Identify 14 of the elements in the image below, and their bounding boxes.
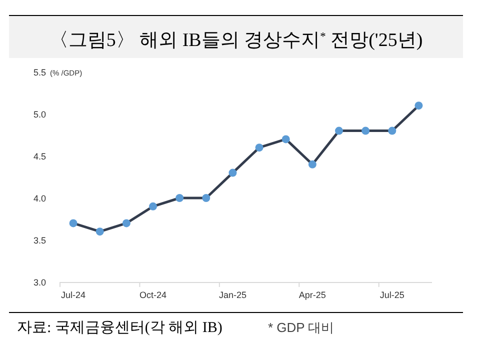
y-tick-label: 4.0 [33,194,46,204]
text: 자료: 국제금융센터(각 해외 IB) [17,320,222,336]
y-tick-label: 4.5 [33,152,46,162]
text: * GDP 대비 [268,320,334,335]
y-tick-label: 3.0 [33,278,46,288]
x-tick-label: Oct-24 [139,290,167,300]
x-tick-label: Jan-25 [218,290,246,300]
y-tick-label: 5.5 [33,68,46,78]
y-tick-label: 5.0 [33,110,46,120]
y-tick-label: 3.5 [33,236,46,246]
chart-title: 〈그림5〉 해외 IB들의 경상수지$^{*}$ 전망('25년) [49,30,423,51]
x-tick-label: Jul-24 [61,290,86,300]
x-tick-label: Apr-25 [298,290,326,300]
x-tick-label: Jul-25 [380,290,404,300]
